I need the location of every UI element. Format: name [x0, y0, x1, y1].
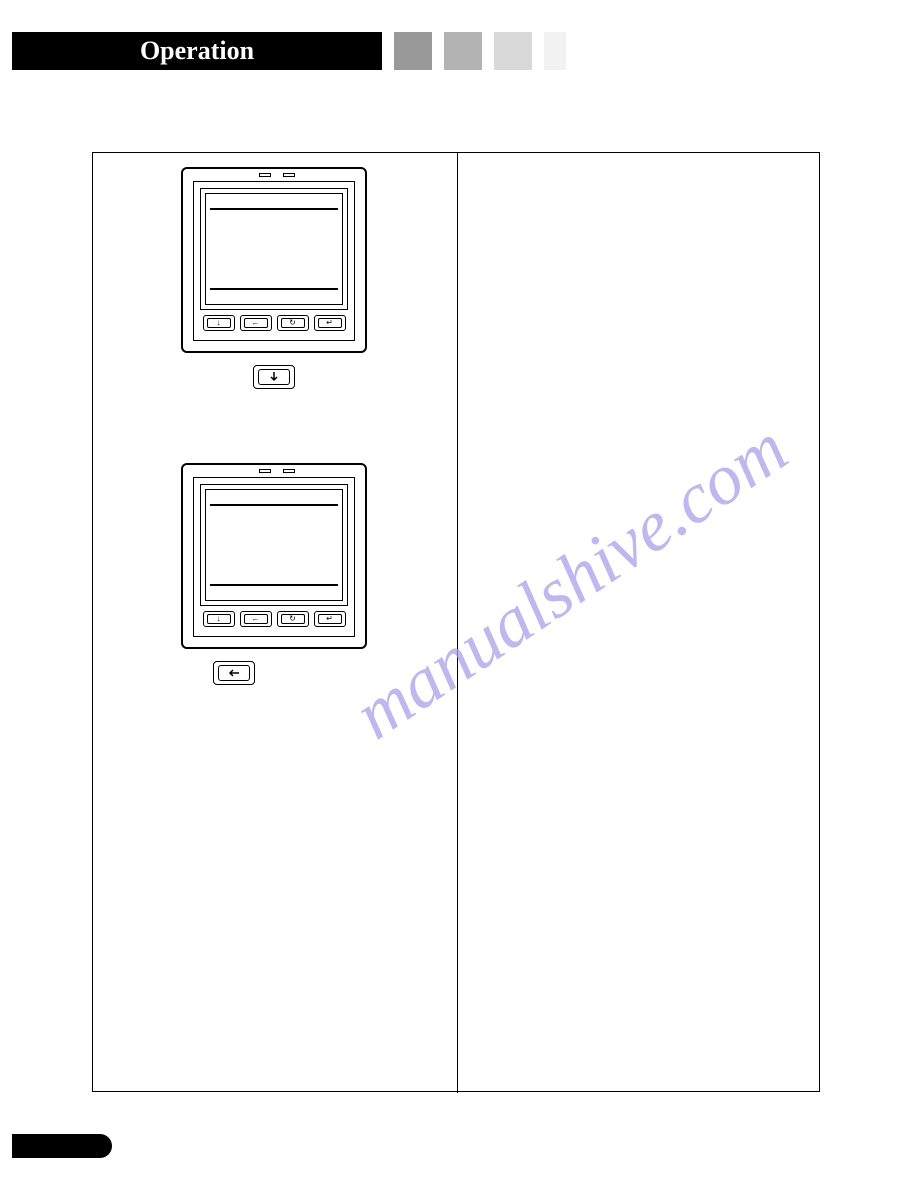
device-mid-frame: ↓ ← ↻ ↵ — [193, 477, 355, 637]
device-panel-2: ↓ ← ↻ ↵ — [181, 463, 367, 649]
device-led-2 — [283, 469, 295, 473]
device-mid-frame: ↓ ← ↻ ↵ — [193, 181, 355, 341]
device-outer-frame: ↓ ← ↻ ↵ — [181, 167, 367, 353]
device-led-2 — [283, 173, 295, 177]
device-screen-inner — [205, 193, 343, 305]
device-screen-inner — [205, 489, 343, 601]
device-led-1 — [259, 469, 271, 473]
screen-line-top — [210, 504, 338, 506]
device-btn-glyph: ← — [244, 318, 268, 328]
screen-line-bottom — [210, 584, 338, 586]
device-outer-frame: ↓ ← ↻ ↵ — [181, 463, 367, 649]
page-title: Operation — [140, 36, 254, 66]
device-button-row: ↓ ← ↻ ↵ — [200, 312, 348, 334]
device-btn-back: ↻ — [277, 611, 309, 627]
header-gray-2 — [444, 32, 482, 70]
action-button-down — [253, 365, 295, 389]
arrow-down-icon — [268, 371, 280, 383]
action-button-left — [213, 661, 255, 685]
screen-line-bottom — [210, 288, 338, 290]
header-black-section: Operation — [12, 32, 382, 70]
screen-line-top — [210, 208, 338, 210]
device-btn-glyph: ← — [244, 614, 268, 624]
device-screen-outer — [200, 188, 348, 310]
device-btn-glyph: ↵ — [318, 318, 342, 328]
column-divider — [457, 153, 458, 1093]
device-panel-1: ↓ ← ↻ ↵ — [181, 167, 367, 353]
device-btn-down: ↓ — [203, 315, 235, 331]
action-button-inner — [218, 665, 250, 681]
content-frame: ↓ ← ↻ ↵ — [92, 152, 820, 1092]
device-btn-left: ← — [240, 315, 272, 331]
device-led-1 — [259, 173, 271, 177]
device-btn-glyph: ↓ — [207, 318, 231, 328]
header-bar: Operation — [12, 32, 566, 70]
device-btn-glyph: ↓ — [207, 614, 231, 624]
device-button-row: ↓ ← ↻ ↵ — [200, 608, 348, 630]
device-btn-glyph: ↵ — [318, 614, 342, 624]
page-number-badge — [12, 1134, 112, 1158]
device-btn-glyph: ↻ — [281, 614, 305, 624]
header-gray-1 — [394, 32, 432, 70]
header-gray-4 — [544, 32, 566, 70]
device-btn-enter: ↵ — [314, 315, 346, 331]
device-btn-back: ↻ — [277, 315, 309, 331]
device-btn-enter: ↵ — [314, 611, 346, 627]
device-btn-glyph: ↻ — [281, 318, 305, 328]
device-screen-outer — [200, 484, 348, 606]
device-btn-down: ↓ — [203, 611, 235, 627]
header-gray-3 — [494, 32, 532, 70]
device-btn-left: ← — [240, 611, 272, 627]
arrow-left-icon — [228, 667, 240, 679]
action-button-inner — [258, 369, 290, 385]
